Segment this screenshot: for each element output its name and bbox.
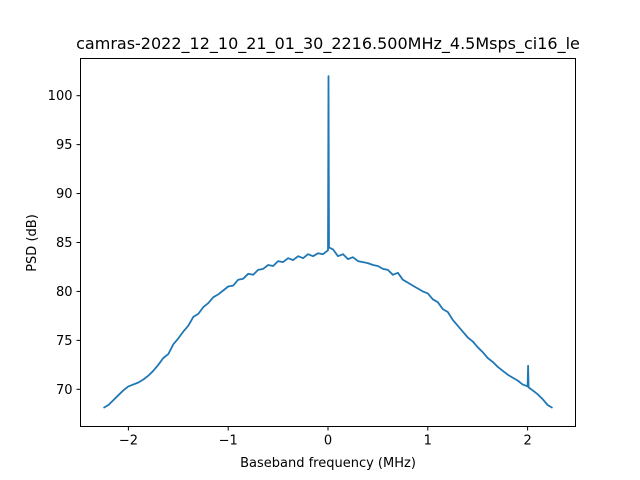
y-tick-label: 100 (48, 89, 73, 104)
x-axis: −2 −1 0 1 2 (119, 426, 532, 449)
plot-area (103, 75, 553, 409)
x-tick-label: 1 (424, 434, 432, 449)
axes-frame (80, 58, 576, 427)
x-tick-label: 0 (324, 434, 332, 449)
y-tick-label: 75 (56, 334, 73, 349)
x-tick-label: −2 (119, 434, 138, 449)
y-tick-label: 95 (56, 138, 73, 153)
x-axis-label: Baseband frequency (MHz) (240, 456, 416, 471)
series-line-0 (103, 75, 553, 409)
chart-title: camras-2022_12_10_21_01_30_2216.500MHz_4… (76, 34, 580, 54)
x-tick-label: −1 (219, 434, 238, 449)
y-tick-label: 80 (56, 285, 73, 300)
y-axis-label: PSD (dB) (25, 214, 40, 272)
y-tick-label: 90 (56, 187, 73, 202)
y-tick-label: 85 (56, 236, 73, 251)
y-tick-label: 70 (56, 383, 73, 398)
y-axis: 70 75 80 85 90 95 100 (48, 89, 81, 398)
x-tick-label: 2 (523, 434, 531, 449)
